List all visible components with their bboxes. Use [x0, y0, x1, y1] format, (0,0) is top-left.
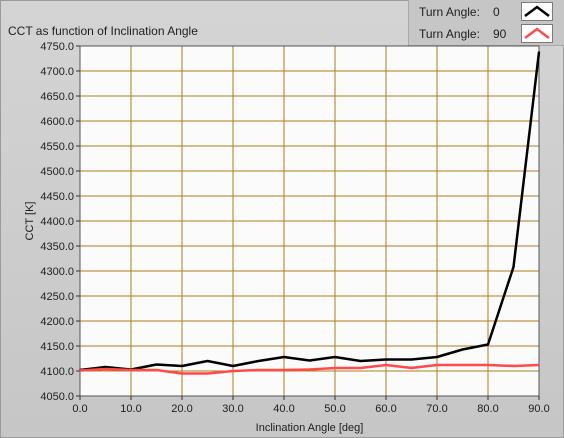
y-tick-label: 4250.0	[40, 291, 74, 303]
legend-item-turn-angle-90[interactable]: Turn Angle: 90	[415, 24, 559, 44]
data-point-series-1	[385, 364, 387, 366]
x-tick-label: 50.0	[324, 403, 345, 415]
legend-label: Turn Angle:	[419, 5, 480, 19]
y-tick-label: 4650.0	[40, 91, 74, 103]
x-tick-label: 40.0	[273, 403, 294, 415]
x-tick-label: 20.0	[171, 403, 192, 415]
y-tick-label: 4500.0	[40, 166, 74, 178]
legend-item-turn-angle-0[interactable]: Turn Angle: 0	[415, 2, 559, 22]
line-style-swatch-icon[interactable]	[521, 2, 553, 21]
data-point-series-0	[334, 356, 336, 358]
data-point-series-1	[206, 372, 209, 375]
data-point-series-0	[206, 360, 209, 362]
data-point-series-0	[538, 51, 540, 53]
x-tick-label: 0.0	[72, 403, 87, 415]
data-point-series-1	[461, 364, 464, 366]
data-point-series-1	[538, 364, 540, 366]
data-point-series-1	[334, 367, 336, 369]
x-tick-label: 30.0	[222, 403, 243, 415]
data-point-series-1	[104, 368, 107, 370]
data-point-series-1	[410, 367, 413, 369]
data-point-series-0	[104, 366, 107, 368]
data-point-series-0	[181, 365, 183, 367]
y-tick-label: 4550.0	[40, 141, 74, 153]
y-tick-label: 4750.0	[40, 41, 74, 53]
data-point-series-1	[130, 369, 132, 371]
data-point-series-1	[79, 369, 81, 372]
data-point-series-0	[283, 356, 285, 358]
x-tick-label: 10.0	[120, 403, 141, 415]
plot-legend[interactable]: Turn Angle: 0 Turn Angle: 90	[408, 0, 564, 46]
data-point-series-0	[410, 358, 413, 361]
data-point-series-1	[232, 370, 234, 372]
data-point-series-0	[487, 343, 489, 346]
y-tick-label: 4150.0	[40, 341, 74, 353]
data-point-series-0	[308, 359, 311, 362]
x-tick-label: 90.0	[528, 403, 549, 415]
data-point-series-1	[436, 364, 438, 366]
y-tick-label: 4700.0	[40, 66, 74, 78]
y-axis-title: CCT [K]	[24, 202, 36, 241]
chart-title: CCT as function of Inclination Angle	[8, 24, 198, 38]
x-axis-title: Inclination Angle [deg]	[256, 422, 364, 434]
data-point-series-1	[181, 372, 183, 375]
data-point-series-1	[487, 364, 489, 366]
data-point-series-1	[359, 367, 362, 369]
data-point-series-1	[155, 369, 158, 371]
data-point-series-0	[232, 365, 234, 367]
legend-value: 0	[493, 5, 500, 19]
x-tick-label: 70.0	[426, 403, 447, 415]
y-tick-label: 4100.0	[40, 366, 74, 378]
line-style-swatch-icon[interactable]	[521, 24, 553, 43]
data-point-series-0	[461, 348, 464, 351]
data-point-series-0	[385, 358, 387, 361]
data-point-series-1	[257, 369, 260, 371]
data-point-series-0	[155, 363, 158, 366]
y-tick-label: 4050.0	[40, 391, 74, 403]
y-tick-label: 4300.0	[40, 266, 74, 278]
x-tick-label: 60.0	[375, 403, 396, 415]
data-point-series-1	[283, 369, 285, 371]
y-tick-label: 4450.0	[40, 191, 74, 203]
data-point-series-0	[512, 266, 515, 268]
data-point-series-1	[512, 365, 515, 367]
y-tick-label: 4400.0	[40, 216, 74, 228]
y-tick-label: 4350.0	[40, 241, 74, 253]
y-tick-label: 4200.0	[40, 316, 74, 328]
data-point-series-0	[359, 360, 362, 362]
legend-value: 90	[493, 27, 507, 41]
data-point-series-1	[308, 368, 311, 371]
x-tick-label: 80.0	[477, 403, 498, 415]
data-point-series-0	[436, 356, 438, 358]
legend-label: Turn Angle:	[419, 27, 480, 41]
data-point-series-0	[257, 360, 260, 362]
y-tick-label: 4600.0	[40, 116, 74, 128]
